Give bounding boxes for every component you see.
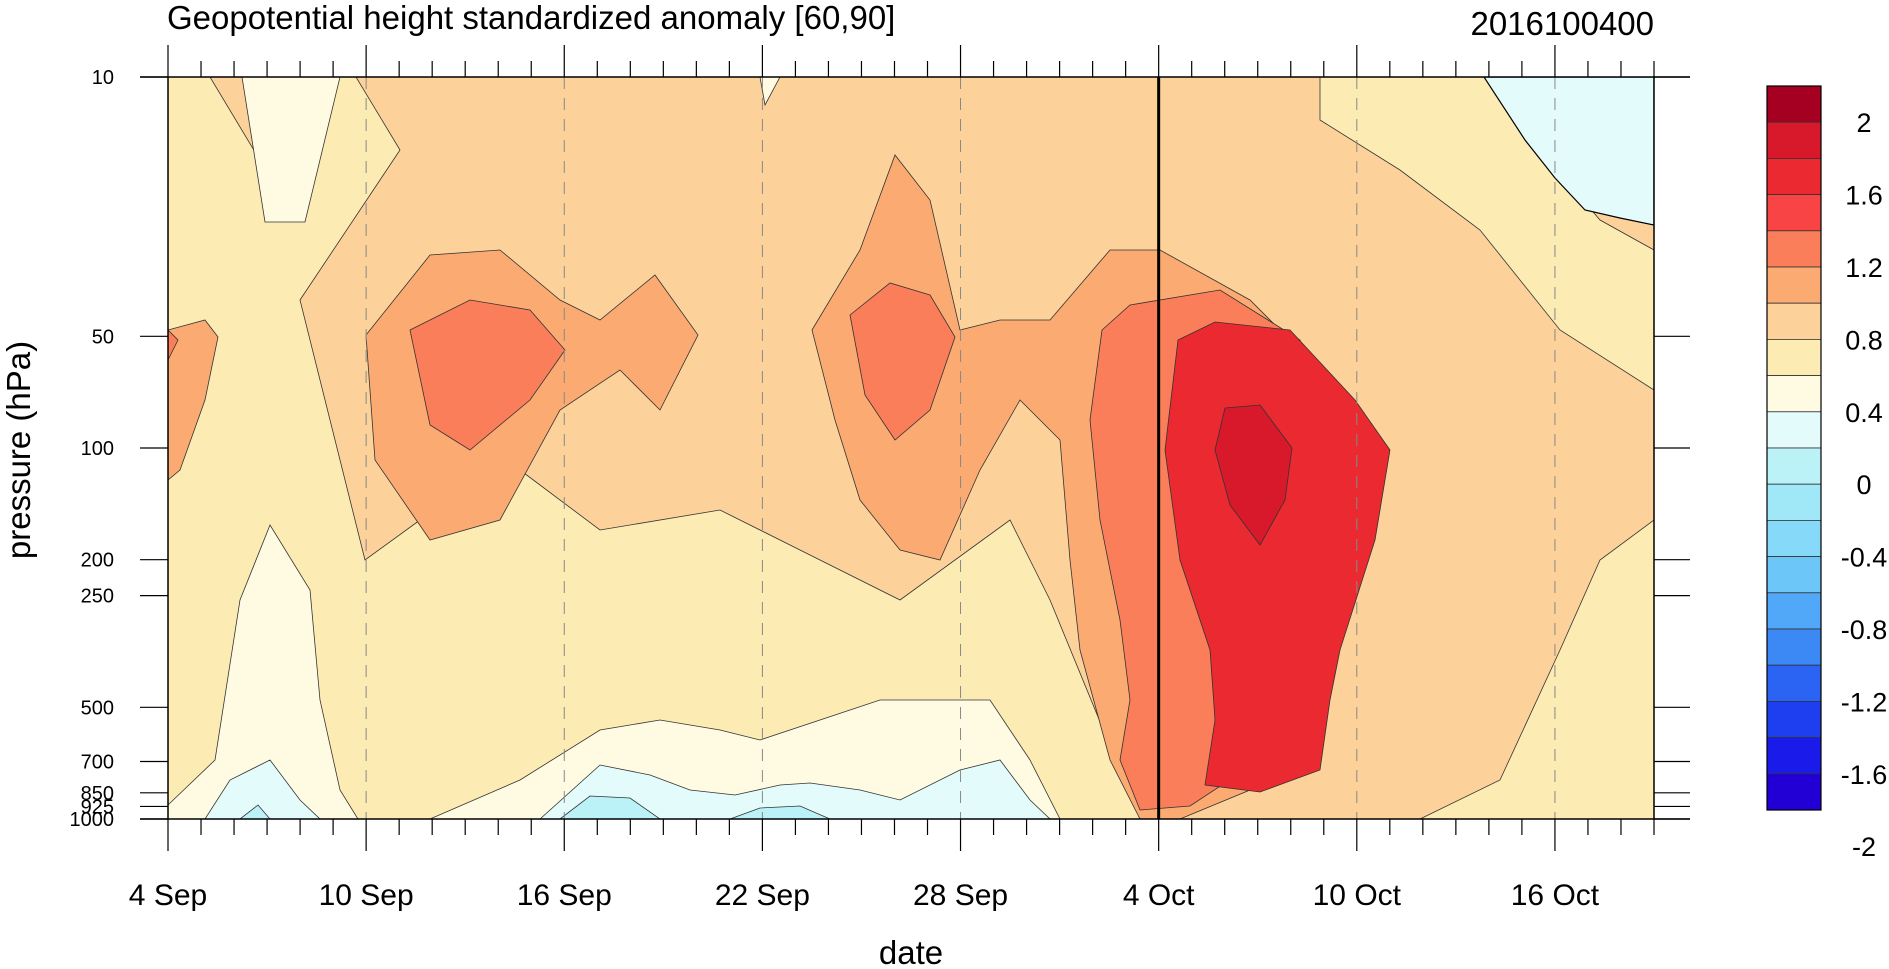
contour-fill-neg0.4 <box>729 805 831 819</box>
y-axis-label: pressure (hPa) <box>0 341 37 559</box>
colorbar-swatch <box>1766 121 1822 159</box>
colorbar-label: -1.6 <box>1841 760 1888 790</box>
x-axis: 4 Sep 10 Sep 16 Sep 22 Sep 28 Sep 4 Oct 10 Oct… <box>129 45 1655 912</box>
colorbar-swatch <box>1766 701 1822 739</box>
colorbar-frame <box>1766 85 1822 811</box>
colorbar-swatch <box>1766 302 1822 340</box>
colorbar-swatch <box>1766 628 1822 666</box>
colorbar-swatch <box>1766 592 1822 630</box>
colorbar-swatch <box>1766 773 1822 811</box>
contour-fill-neg0.4 <box>539 759 1051 819</box>
x-tick-label: 10 Oct <box>1313 879 1402 912</box>
colorbar-label: 0 <box>1856 470 1871 500</box>
y-tick-label: 1000 <box>70 809 115 831</box>
y-tick-label: 925 <box>81 796 114 818</box>
plot-area <box>168 77 1654 819</box>
colorbar-swatch <box>1766 556 1822 594</box>
y-tick-label: 200 <box>81 550 114 572</box>
contour-fill-0 <box>759 77 781 107</box>
contour-fill-neg0.4 <box>204 759 321 819</box>
colorbar-swatch <box>1766 447 1822 485</box>
y-tick-label: 850 <box>81 783 114 805</box>
chart-subtitle: 2016100400 <box>1470 5 1654 42</box>
x-tick-label: 4 Sep <box>129 879 207 912</box>
colorbar-label: 1.6 <box>1845 181 1883 211</box>
contour-fill-neg0.4 <box>559 795 661 819</box>
contour-fill-0.8 <box>168 319 219 481</box>
colorbar-label: -2 <box>1852 832 1876 862</box>
colorbar-swatch <box>1766 338 1822 376</box>
x-tick-label: 10 Sep <box>319 879 414 912</box>
colorbar-label: 1.2 <box>1845 253 1883 283</box>
colorbar-swatch <box>1766 375 1822 413</box>
colorbar-swatch <box>1766 157 1822 195</box>
contour-fill-1.2 <box>168 329 179 361</box>
contour-fill-1.2 <box>409 299 566 451</box>
contour-fill-0 <box>241 77 341 223</box>
colorbar-swatch <box>1766 194 1822 232</box>
y-tick-label: 100 <box>81 438 114 460</box>
colorbar-swatch <box>1766 266 1822 304</box>
x-axis-label: date <box>879 934 943 969</box>
colorbar-swatch <box>1766 230 1822 268</box>
x-tick-label: 4 Oct <box>1123 879 1195 912</box>
colorbar: 2 1.6 1.2 0.8 0.4 0 -0.4 -0.8 -1.2 -1.6 -2 <box>1766 85 1888 862</box>
colorbar-label: -0.4 <box>1841 543 1888 573</box>
contour-fill-2.0 <box>1214 404 1293 546</box>
colorbar-swatch <box>1766 483 1822 521</box>
colorbar-label: -1.2 <box>1841 687 1888 717</box>
colorbar-swatch <box>1766 520 1822 558</box>
y-tick-label: 250 <box>81 586 114 608</box>
colorbar-label: -0.8 <box>1841 615 1888 645</box>
colorbar-swatch <box>1766 664 1822 702</box>
colorbar-label: 2 <box>1856 108 1871 138</box>
colorbar-label: 0.4 <box>1845 398 1883 428</box>
x-tick-label: 28 Sep <box>913 879 1008 912</box>
contour-fill-neg0.4 <box>1483 77 1654 226</box>
x-tick-label: 22 Sep <box>715 879 810 912</box>
contour-fill-1.2 <box>849 282 956 441</box>
contour-fill-0.4 <box>1419 519 1654 819</box>
y-tick-label: 500 <box>81 697 114 719</box>
colorbar-swatch <box>1766 85 1822 123</box>
contour-fill-0 <box>168 524 359 819</box>
y-tick-label: 50 <box>92 326 114 348</box>
y-tick-label: 10 <box>92 67 114 89</box>
colorbar-label: 0.8 <box>1845 325 1883 355</box>
x-tick-label: 16 Oct <box>1511 879 1600 912</box>
y-tick-label: 700 <box>81 752 114 774</box>
colorbar-swatch <box>1766 411 1822 449</box>
contour-fill-neg0.4 <box>239 804 271 819</box>
x-tick-label: 16 Sep <box>517 879 612 912</box>
chart-title: Geopotential height standardized anomaly… <box>167 0 895 36</box>
colorbar-swatch <box>1766 737 1822 775</box>
